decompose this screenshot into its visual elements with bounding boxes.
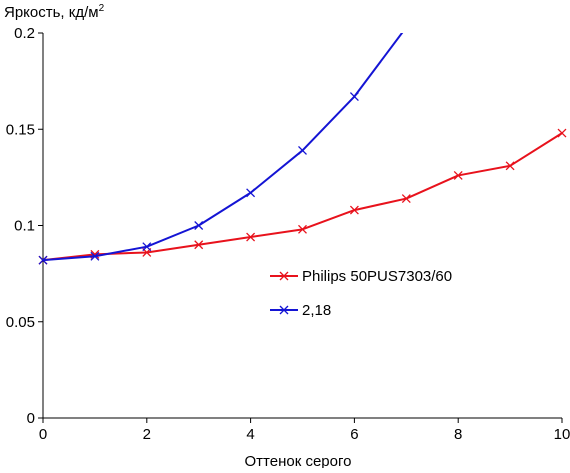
series-1-point: [401, 194, 411, 204]
series-2-point: [298, 145, 307, 155]
legend-label-1: Philips 50PUS7303/60: [302, 268, 452, 285]
legend-label-2: 2,18: [302, 302, 331, 319]
x-tick-label: 6: [350, 426, 358, 443]
series-line-2: [42, 33, 404, 262]
series-1-point: [194, 240, 204, 250]
series-2-point: [349, 92, 359, 101]
axis-ticks: 0 0.05 0.1 0.15 0.2 0 2 4 6 8 10: [6, 25, 570, 443]
y-tick-label: 0.15: [6, 121, 35, 138]
series-1-point: [453, 170, 463, 180]
y-tick-label: 0.2: [14, 25, 35, 42]
series-2-point: [90, 251, 100, 261]
axes: [42, 33, 562, 419]
series-1-point: [505, 161, 515, 171]
y-axis-label: Яркость, кд/м2: [4, 3, 105, 21]
series-layer: [38, 23, 567, 265]
y-tick-label: 0.05: [6, 314, 35, 331]
y-tick-label: 0: [27, 410, 35, 427]
legend-marker-2: [279, 305, 289, 315]
legend-marker-1: [279, 271, 289, 281]
series-line-1: [42, 132, 563, 262]
series-1-point: [246, 232, 256, 242]
x-tick-label: 8: [454, 426, 462, 443]
series-1-point: [349, 205, 359, 215]
x-tick-label: 0: [39, 426, 47, 443]
series-2-point: [402, 23, 410, 31]
series-2-point: [194, 221, 204, 230]
x-tick-label: 4: [246, 426, 254, 443]
series-2-point: [246, 188, 256, 198]
series-1-point: [557, 128, 567, 138]
y-tick-label: 0.1: [14, 218, 35, 235]
x-axis-label: Оттенок серого: [245, 453, 352, 468]
x-tick-label: 2: [143, 426, 151, 443]
series-2-point: [142, 242, 152, 252]
x-tick-label: 10: [554, 426, 570, 443]
legend: Philips 50PUS7303/60 2,18: [270, 268, 452, 319]
series-2-point: [38, 255, 48, 265]
series-1-point: [298, 224, 307, 234]
